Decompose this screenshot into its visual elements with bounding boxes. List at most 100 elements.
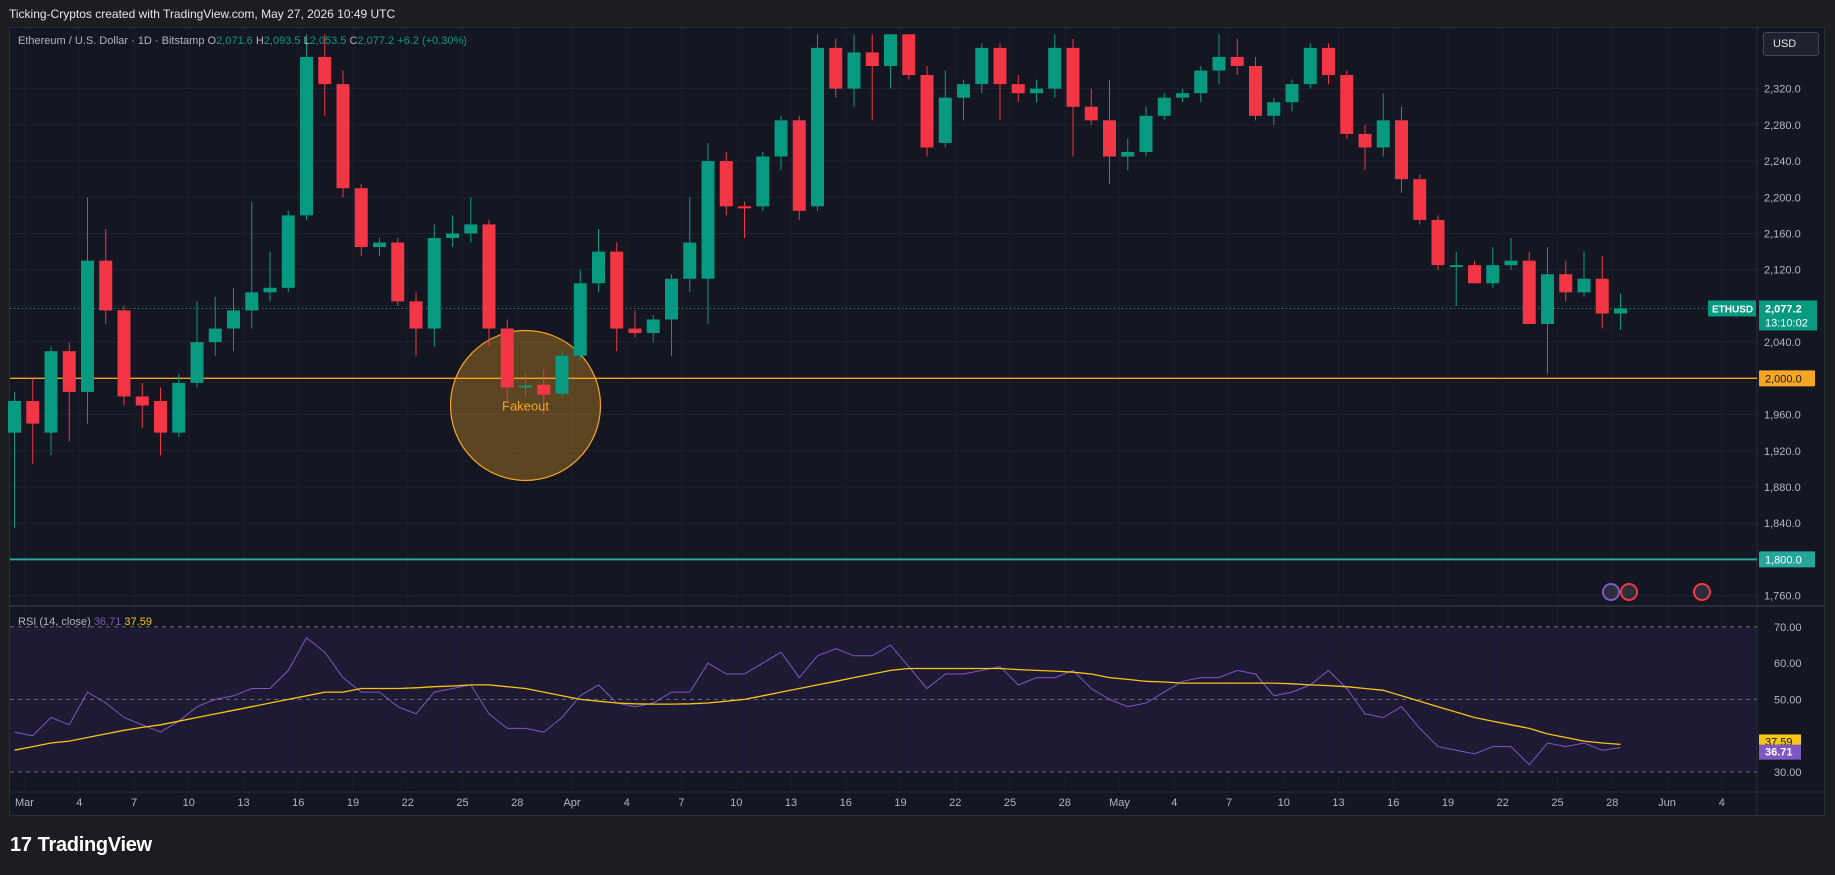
rsi-ma-line [14,667,1621,751]
time-tick-label: 7 [678,797,684,809]
high-label: H [255,35,264,47]
time-tick-label: 28 [1606,797,1618,809]
candle-body [884,34,897,66]
price-tick-label: 2,200.0 [1764,192,1801,204]
tradingview-logo-text: TradingView [37,834,152,856]
close-label: C [349,35,358,47]
candle-body [610,251,624,329]
high-value: 2,093.5 [263,35,301,47]
candle-body [555,355,569,394]
candle-body [1504,260,1518,266]
candle-body [1084,106,1098,121]
candle-body [1230,56,1244,66]
rsi-title: RSI (14, close) [18,616,91,628]
symbol-title: Ethereum / U.S. Dollar · 1D · Bitstamp [18,35,205,47]
candle-body [902,34,916,76]
symbol-badge-label: ETHUSD [1712,304,1753,315]
candle-body [592,251,605,284]
candle-body [81,260,94,392]
close-value: 2,077.2 [357,35,395,47]
candle-body [719,161,733,207]
currency-button[interactable]: USD [1763,32,1819,56]
candle-body [573,283,587,356]
candle-body [1486,265,1500,284]
candle-body [811,47,824,207]
rsi-tag [1759,744,1801,760]
candle-body [975,47,989,85]
time-tick-label: 22 [1497,797,1509,809]
price-tick-label: 1,880.0 [1764,482,1801,494]
tradingview-logo[interactable]: 17 TradingView [10,834,152,857]
time-tick-label: 4 [1719,797,1725,809]
candle-body [683,242,697,279]
price-tick-label: 2,280.0 [1764,120,1801,132]
low-value: 2,053.5 [309,35,347,47]
candle-body [829,47,843,89]
time-tick-label: 19 [894,797,906,809]
us-flag-icon [1620,583,1638,601]
fakeout-label: Fakeout [502,398,549,413]
candle-body [1322,47,1335,76]
candle-body [281,215,295,288]
rsi-value: 36.71 [93,616,122,628]
change-value: +6.2 (+0.30%) [397,35,467,47]
candle-body [1595,278,1609,314]
candle-body [1413,179,1427,220]
time-tick-label: 4 [1171,797,1177,809]
candle-body [792,120,806,211]
candle-body [774,120,788,157]
countdown-label: 13:10:02 [1765,317,1808,329]
time-tick-label: Jun [1658,797,1676,809]
candle-body [1066,47,1080,107]
candle-body [464,224,478,234]
rsi-tick-label: 70.00 [1774,622,1802,634]
candle-body [62,351,76,392]
time-tick-label: 28 [1059,797,1071,809]
candle-body [993,47,1007,85]
candle-body [1541,274,1554,325]
candle-body [1303,47,1317,85]
time-tick-label: 16 [292,797,304,809]
candle-body [1194,70,1208,94]
candle-body [263,287,277,293]
candle-body [154,400,167,433]
candle-body [1157,97,1171,116]
time-tick-label: 4 [76,797,82,809]
candle-body [738,206,751,209]
candle-body [135,396,149,406]
candle-body [26,400,40,424]
us-flag-icon [1693,583,1711,601]
time-tick-label: 28 [511,797,523,809]
price-tick-label: 1,760.0 [1764,591,1801,603]
candle-body [1285,84,1299,103]
candle-body [190,342,204,383]
price-tick-label: 2,320.0 [1764,84,1801,96]
price-tick-label: 2,160.0 [1764,228,1801,240]
candle-body [1103,120,1116,157]
candle-body [373,242,386,248]
candle-body [646,319,660,334]
time-tick-label: 10 [730,797,742,809]
candle-body [318,56,332,85]
time-tick-label: 16 [1387,797,1399,809]
candle-body [537,384,551,395]
last-price-label: 2,077.2 [1765,303,1802,315]
candle-body [1449,265,1463,268]
price-tick-label: 1,920.0 [1764,446,1801,458]
attribution-text: Ticking-Cryptos created with TradingView… [9,7,396,21]
support-price-tag-label: 2,000.0 [1765,373,1802,385]
time-tick-label: 7 [131,797,137,809]
time-tick-label: May [1109,797,1130,809]
open-value: 2,071.6 [216,35,253,47]
candle-body [1212,56,1226,71]
candle-body [1614,308,1627,314]
candle-body [300,56,313,216]
candle-body [172,382,186,433]
price-tick-label: 2,120.0 [1764,265,1801,277]
candle-body [1176,93,1189,98]
time-tick-label: 25 [456,797,468,809]
event-flash-icon [1602,583,1620,601]
candle-body [208,328,222,343]
rsi-line [14,636,1621,766]
